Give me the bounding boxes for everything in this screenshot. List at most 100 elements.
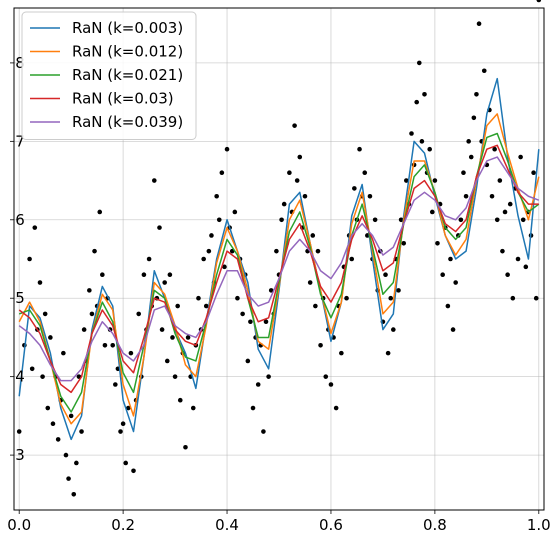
scatter-point (422, 91, 427, 97)
scatter-point (367, 193, 373, 199)
scatter-point (357, 146, 362, 152)
scatter-point (468, 154, 474, 160)
scatter-point (307, 280, 313, 285)
scatter-point (81, 327, 87, 332)
scatter-point (515, 256, 521, 262)
scatter-point (219, 170, 225, 176)
scatter-point (450, 327, 456, 332)
scatter-point (48, 335, 53, 340)
legend-label-1: RaN (k=0.003) (72, 19, 183, 37)
scatter-point (240, 311, 245, 317)
legend-box (21, 11, 197, 140)
scatter-point (445, 303, 451, 309)
scatter-point (453, 280, 458, 285)
series-line-5 (18, 156, 540, 382)
scatter-point (87, 288, 92, 293)
scatter-point (523, 264, 529, 270)
y-tick-label: 7 (15, 132, 25, 150)
y-tick-label: 5 (15, 289, 25, 307)
scatter-point (79, 429, 84, 434)
scatter-point (279, 217, 284, 223)
scatter-point (500, 248, 505, 254)
scatter-point (29, 366, 35, 372)
scatter-point (123, 460, 129, 466)
scatter-point (268, 288, 274, 293)
scatter-point (159, 327, 165, 332)
scatter-point (120, 421, 126, 427)
x-tick-label: 0.0 (7, 516, 31, 534)
scatter-point (118, 429, 123, 434)
scatter-point (167, 272, 173, 277)
scatter-point (427, 146, 432, 152)
y-tick-label: 6 (15, 211, 25, 229)
scatter-point (92, 248, 97, 254)
scatter-point (63, 452, 69, 458)
scatter-point (318, 342, 323, 348)
scatter-point (333, 405, 339, 411)
scatter-point (224, 146, 230, 152)
scatter-point (461, 170, 466, 176)
scatter-point (255, 382, 261, 387)
scatter-point (55, 437, 61, 442)
scatter-point (401, 241, 407, 246)
scatter-point (383, 272, 388, 277)
scatter-point (185, 335, 191, 340)
scatter-point (203, 303, 209, 309)
scatter-point (164, 358, 170, 364)
scatter-point (126, 405, 131, 411)
scatter-point (520, 217, 526, 223)
scatter-point (448, 256, 453, 262)
scatter-point (190, 405, 196, 411)
scatter-point (113, 382, 118, 387)
scatter-point (510, 295, 516, 301)
scatter-point (481, 68, 487, 74)
scatter-point (71, 492, 77, 497)
scatter-point (302, 193, 308, 199)
scatter-point (476, 21, 482, 26)
plot-frame (13, 7, 545, 511)
scatter-point (518, 154, 523, 160)
scatter-point (136, 311, 142, 317)
x-tick-label: 0.6 (319, 516, 343, 534)
scatter-point (362, 170, 368, 176)
scatter-point (440, 272, 445, 277)
scatter-point (110, 342, 116, 348)
scatter-point (315, 248, 321, 254)
scatter-point (45, 405, 51, 411)
scatter-point (89, 311, 95, 317)
scatter-point (463, 193, 469, 199)
scatter-point (235, 295, 240, 301)
y-tick-label: 3 (15, 446, 25, 464)
scatter-point (175, 303, 180, 309)
legend-label-3: RaN (k=0.021) (72, 66, 183, 84)
scatter-point (404, 178, 409, 183)
scatter-point (42, 311, 48, 317)
scatter-point (416, 60, 422, 66)
scatter-point (294, 178, 300, 183)
x-tick-label: 1.0 (527, 516, 551, 534)
legend-label-2: RaN (k=0.012) (72, 43, 183, 61)
x-tick-label: 0.8 (423, 516, 447, 534)
scatter-point (409, 131, 414, 136)
scatter-point (274, 248, 279, 254)
scatter-point (531, 170, 536, 176)
x-tick-label: 0.4 (215, 516, 239, 534)
scatter-point (435, 241, 440, 246)
scatter-point (281, 201, 287, 207)
legend: RaN (k=0.003) RaN (k=0.012) RaN (k=0.021) R… (21, 11, 197, 140)
scatter-point (372, 217, 378, 223)
scatter-point (32, 225, 38, 230)
scatter-point (391, 327, 396, 332)
scatter-point (232, 209, 238, 215)
scatter-point (128, 350, 134, 356)
scatter-point (131, 468, 136, 474)
scatter-point (177, 397, 183, 403)
scatter-point (328, 382, 334, 387)
scatter-point (352, 186, 357, 191)
scatter-point (474, 91, 479, 97)
scatter-point (263, 319, 269, 325)
scatter-point (292, 123, 297, 128)
scatter-point (344, 295, 349, 301)
scatter-point (533, 295, 539, 301)
